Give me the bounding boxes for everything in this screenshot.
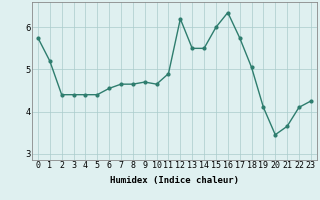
- X-axis label: Humidex (Indice chaleur): Humidex (Indice chaleur): [110, 176, 239, 185]
